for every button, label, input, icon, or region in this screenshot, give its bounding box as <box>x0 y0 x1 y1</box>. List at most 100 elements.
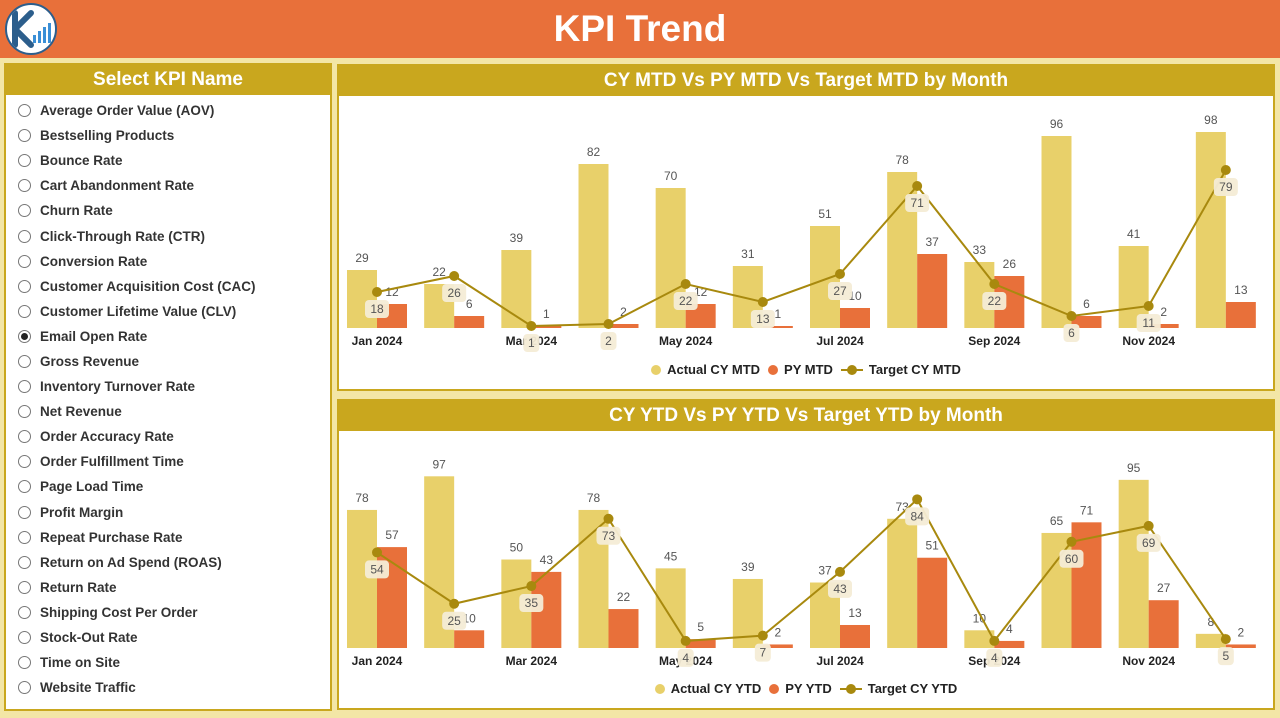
kpi-option-label: Email Open Rate <box>40 328 148 344</box>
kpi-option[interactable]: Gross Revenue <box>6 349 330 374</box>
kpi-option[interactable]: Return on Ad Spend (ROAS) <box>6 550 330 575</box>
legend-swatch-icon <box>840 364 863 375</box>
kpi-option[interactable]: Bestselling Products <box>6 123 330 148</box>
radio-button-icon[interactable] <box>18 354 31 368</box>
kpi-option-label: Order Accuracy Rate <box>40 429 174 445</box>
radio-button-icon[interactable] <box>18 580 31 594</box>
radio-button-icon[interactable] <box>18 530 31 544</box>
legend-item[interactable]: Target CY MTD <box>840 362 961 377</box>
kpi-option[interactable]: Time on Site <box>6 650 330 675</box>
data-label-target: 4 <box>682 651 689 665</box>
radio-button-icon[interactable] <box>18 681 31 695</box>
mtd-chart-title: CY MTD Vs PY MTD Vs Target MTD by Month <box>339 66 1273 96</box>
kpi-option[interactable]: Return Rate <box>6 575 330 600</box>
radio-button-icon[interactable] <box>18 129 31 143</box>
radio-button-icon[interactable] <box>18 405 31 419</box>
radio-button-icon[interactable] <box>18 179 31 193</box>
kpi-option[interactable]: Inventory Turnover Rate <box>6 374 330 399</box>
kpi-option[interactable]: Shipping Cost Per Order <box>6 600 330 625</box>
target-point <box>912 181 923 191</box>
kpi-option[interactable]: Website Traffic <box>6 675 330 700</box>
legend-item[interactable]: PY MTD <box>768 362 833 377</box>
radio-button-icon[interactable] <box>18 204 31 218</box>
radio-button-icon[interactable] <box>18 229 31 243</box>
kpi-option[interactable]: Cart Abandonment Rate <box>6 173 330 198</box>
radio-button-icon[interactable] <box>18 430 31 444</box>
kpi-option[interactable]: Bounce Rate <box>6 148 330 173</box>
target-point <box>1220 634 1231 645</box>
x-tick-label: Jul 2024 <box>816 334 864 348</box>
kpi-option[interactable]: Average Order Value (AOV) <box>6 98 330 123</box>
radio-button-icon[interactable] <box>18 254 31 268</box>
kpi-option[interactable]: Churn Rate <box>6 198 330 223</box>
data-label-py: 71 <box>1080 503 1094 517</box>
radio-button-icon[interactable] <box>18 555 31 569</box>
bar-py <box>1225 644 1256 648</box>
data-label-actual: 95 <box>1127 461 1141 475</box>
legend-item[interactable]: Actual CY MTD <box>651 362 760 377</box>
kpi-option[interactable]: Stock-Out Rate <box>6 625 330 650</box>
kpi-option[interactable]: Email Open Rate <box>6 324 330 349</box>
kpi-option-label: Churn Rate <box>40 203 113 219</box>
radio-button-icon[interactable] <box>18 631 31 645</box>
kpi-option[interactable]: Net Revenue <box>6 399 330 424</box>
radio-button-icon[interactable] <box>18 380 31 394</box>
data-label-py: 2 <box>774 625 781 639</box>
bar-actual <box>501 250 532 328</box>
radio-button-icon[interactable] <box>18 329 31 343</box>
kpi-option[interactable]: Order Fulfillment Time <box>6 449 330 474</box>
radio-button-icon[interactable] <box>18 480 31 494</box>
data-label-target: 79 <box>1219 180 1233 194</box>
x-tick-label: May 2024 <box>659 334 713 348</box>
kpi-option-label: Page Load Time <box>40 479 144 495</box>
company-logo <box>5 3 57 55</box>
kpi-option[interactable]: Order Accuracy Rate <box>6 424 330 449</box>
target-point <box>372 287 382 297</box>
kpi-option[interactable]: Customer Lifetime Value (CLV) <box>6 299 330 324</box>
kpi-option[interactable]: Click-Through Rate (CTR) <box>6 223 330 248</box>
target-label-box <box>982 292 1007 310</box>
kpi-option-label: Customer Acquisition Cost (CAC) <box>40 278 256 294</box>
kpi-option[interactable]: Conversion Rate <box>6 249 330 274</box>
kpi-option-label: Average Order Value (AOV) <box>40 103 215 119</box>
data-label-target: 84 <box>910 509 924 523</box>
kpi-option[interactable]: Profit Margin <box>6 500 330 525</box>
bar-actual <box>964 630 995 648</box>
target-point <box>912 494 923 505</box>
radio-button-icon[interactable] <box>18 154 31 168</box>
radio-button-icon[interactable] <box>18 104 31 118</box>
bar-py <box>1148 600 1179 648</box>
x-tick-label: Jan 2024 <box>352 334 403 348</box>
page-title: KPI Trend <box>553 8 727 49</box>
target-point <box>449 598 460 609</box>
data-label-py: 43 <box>540 553 554 567</box>
data-label-py: 6 <box>1083 297 1090 311</box>
target-point <box>1066 311 1077 321</box>
target-label-box <box>828 282 852 300</box>
bar-py <box>685 639 716 648</box>
target-point <box>835 566 845 577</box>
data-label-target: 5 <box>1222 649 1229 663</box>
kpi-option[interactable]: Customer Acquisition Cost (CAC) <box>6 274 330 299</box>
target-label-box <box>986 648 1003 667</box>
legend-item[interactable]: PY YTD <box>769 681 832 696</box>
legend-item[interactable]: Actual CY YTD <box>654 681 761 696</box>
bar-py <box>1148 324 1179 328</box>
radio-button-icon[interactable] <box>18 505 31 519</box>
radio-button-icon[interactable] <box>18 605 31 619</box>
legend-label: PY YTD <box>785 681 832 696</box>
data-label-actual: 97 <box>432 457 446 471</box>
x-tick-label: Nov 2024 <box>1122 334 1175 348</box>
radio-button-icon[interactable] <box>18 455 31 469</box>
target-label-box <box>750 310 775 328</box>
data-label-py: 5 <box>697 620 704 634</box>
radio-button-icon[interactable] <box>18 279 31 293</box>
legend-label: PY MTD <box>784 362 833 377</box>
radio-button-icon[interactable] <box>18 656 31 670</box>
kpi-option-label: Time on Site <box>40 655 121 671</box>
kpi-option[interactable]: Repeat Purchase Rate <box>6 525 330 550</box>
kpi-option[interactable]: Page Load Time <box>6 474 330 499</box>
legend-item[interactable]: Target CY YTD <box>839 681 957 696</box>
radio-button-icon[interactable] <box>18 304 31 318</box>
data-label-target: 13 <box>756 312 770 326</box>
